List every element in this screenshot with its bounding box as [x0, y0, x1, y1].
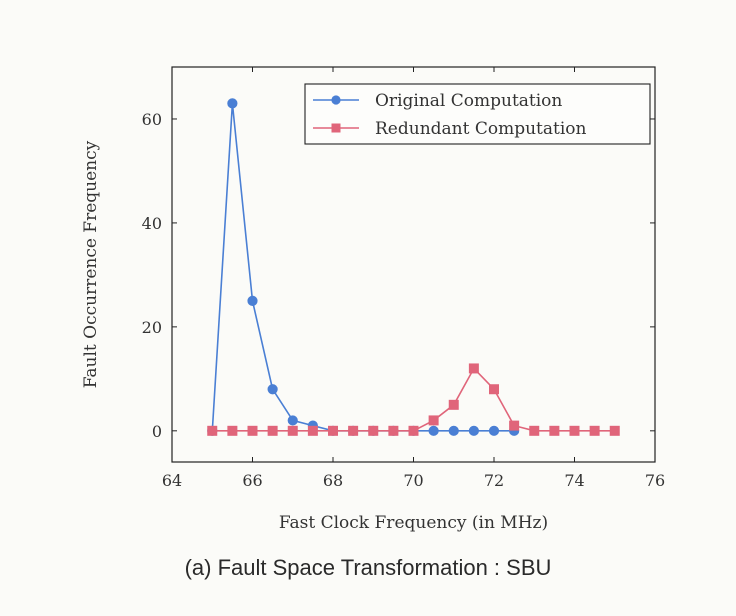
data-point-redundant: [489, 384, 499, 395]
y-tick-label: 40: [142, 214, 162, 233]
data-point-original: [448, 425, 459, 436]
x-tick-label: 64: [162, 471, 182, 490]
data-point-redundant: [267, 425, 278, 436]
data-point-redundant: [368, 425, 379, 436]
legend-label: Original Computation: [375, 91, 562, 111]
data-point-original: [287, 415, 298, 426]
data-point-redundant: [207, 425, 218, 436]
figure-caption: (a) Fault Space Transformation : SBU: [184, 555, 552, 580]
y-tick-label: 60: [142, 110, 162, 129]
data-point-redundant: [448, 399, 459, 410]
x-tick-label: 66: [242, 471, 262, 490]
x-tick-label: 74: [564, 471, 584, 490]
data-point-redundant: [529, 425, 540, 436]
data-point-original: [227, 98, 238, 109]
data-point-redundant: [609, 425, 620, 436]
x-tick-label: 76: [645, 471, 665, 490]
y-tick-label: 0: [152, 422, 162, 441]
data-point-redundant: [408, 425, 419, 436]
data-point-original: [468, 425, 479, 436]
data-point-redundant: [509, 420, 520, 431]
data-point-redundant: [307, 425, 318, 436]
series-line-original: [211, 103, 515, 432]
series-line-redundant: [212, 367, 615, 432]
data-point-original: [267, 384, 278, 395]
data-point-redundant: [287, 425, 298, 436]
data-point-original: [247, 295, 258, 306]
x-tick-label: 72: [484, 471, 504, 490]
x-tick-label: 68: [323, 471, 343, 490]
data-point-redundant: [328, 425, 338, 436]
legend-label: Redundant Computation: [375, 119, 587, 139]
x-tick-label: 70: [403, 471, 423, 490]
y-tick-label: 20: [142, 318, 162, 337]
legend-marker-square: [331, 123, 341, 133]
data-point-redundant: [468, 363, 479, 374]
data-point-redundant: [388, 425, 399, 436]
data-point-redundant: [589, 425, 600, 436]
data-point-redundant: [247, 425, 258, 436]
data-point-original: [488, 425, 500, 436]
legend-box: [304, 83, 651, 145]
data-point-redundant: [549, 425, 560, 436]
data-point-redundant: [428, 415, 439, 426]
data-point-redundant: [348, 425, 359, 436]
data-point-original: [428, 425, 439, 436]
x-axis-label: Fast Clock Frequency (in MHz): [279, 513, 548, 533]
data-point-redundant: [227, 425, 238, 436]
legend-marker-circle: [331, 95, 341, 105]
y-axis-label: Fault Occurrence Frequency: [81, 140, 101, 388]
data-point-redundant: [569, 425, 580, 436]
